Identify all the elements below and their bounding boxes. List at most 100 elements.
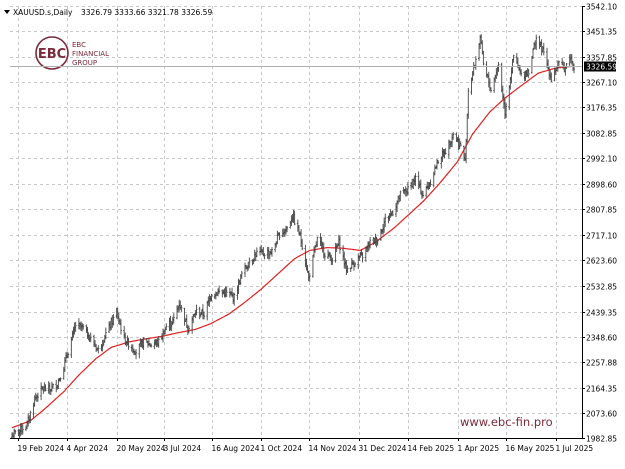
price-bar bbox=[444, 148, 447, 155]
price-bar bbox=[358, 255, 361, 261]
price-bar bbox=[203, 311, 206, 320]
price-bar bbox=[384, 213, 387, 228]
price-bar bbox=[414, 173, 417, 187]
price-bar bbox=[346, 265, 349, 274]
price-bar bbox=[301, 238, 304, 251]
price-bar bbox=[127, 337, 130, 350]
price-tick-label: 1982.85 bbox=[586, 435, 617, 444]
price-bar bbox=[36, 392, 39, 402]
price-tick-label: 3082.85 bbox=[586, 130, 617, 139]
price-bar bbox=[187, 325, 190, 334]
price-bar bbox=[240, 270, 243, 279]
price-bar bbox=[512, 54, 515, 63]
price-axis-border bbox=[582, 6, 583, 438]
price-bar bbox=[331, 257, 334, 265]
price-bar bbox=[433, 164, 436, 176]
price-bar bbox=[437, 160, 440, 165]
price-tick-label: 3357.85 bbox=[586, 54, 617, 63]
price-bar bbox=[293, 210, 296, 226]
price-bar bbox=[270, 247, 273, 257]
price-tick-label: 3451.35 bbox=[586, 28, 617, 37]
current-price-label: 3326.59 bbox=[584, 61, 617, 72]
price-tick-label: 3176.35 bbox=[586, 104, 617, 113]
logo-text-line1: EBC bbox=[72, 41, 86, 49]
time-tick-label: 31 Dec 2024 bbox=[359, 444, 407, 453]
price-tick-label: 2898.60 bbox=[586, 181, 617, 190]
price-bar bbox=[459, 141, 462, 147]
price-bar bbox=[165, 323, 168, 331]
price-bar bbox=[82, 323, 85, 330]
time-tick-label: 14 Nov 2024 bbox=[309, 444, 357, 453]
price-bar bbox=[369, 236, 372, 249]
price-bar bbox=[150, 343, 153, 348]
price-tick-label: 2439.35 bbox=[586, 309, 617, 318]
price-tick-label: 2073.60 bbox=[586, 410, 617, 419]
price-axis[interactable]: 1982.85 2073.60 2164.35 2257.88 2348.60 2439.… bbox=[582, 3, 617, 444]
price-bar bbox=[542, 42, 545, 56]
price-bar bbox=[40, 382, 43, 401]
price-bar bbox=[67, 352, 70, 359]
price-bar bbox=[361, 252, 364, 263]
price-bar bbox=[406, 182, 409, 196]
price-bar bbox=[335, 243, 338, 253]
price-bar bbox=[263, 253, 266, 260]
logo-monogram: EBC bbox=[38, 47, 66, 62]
price-bar bbox=[354, 262, 357, 268]
current-price-label-bg bbox=[584, 61, 616, 72]
current-price-label-text: 3326.59 bbox=[586, 63, 617, 72]
price-bar bbox=[550, 72, 553, 83]
price-tick-label: 2807.85 bbox=[586, 206, 617, 215]
price-bar bbox=[535, 34, 538, 51]
price-bar bbox=[482, 50, 485, 66]
price-bar bbox=[104, 327, 107, 340]
price-bar bbox=[399, 190, 402, 202]
moving-average-series bbox=[11, 65, 575, 429]
price-bar bbox=[233, 292, 236, 306]
price-bar bbox=[429, 179, 432, 187]
price-tick-label: 2992.10 bbox=[586, 155, 617, 164]
price-bar bbox=[308, 272, 311, 282]
ohlc-values: 3326.79 3333.66 3321.78 3326.59 bbox=[81, 8, 212, 17]
price-tick-label: 2623.60 bbox=[586, 257, 617, 266]
time-axis-border bbox=[10, 438, 583, 439]
price-bar bbox=[520, 69, 523, 77]
price-bar bbox=[286, 225, 289, 233]
price-bar bbox=[489, 87, 492, 93]
price-bar bbox=[135, 349, 138, 360]
time-tick-label: 1 Jul 2025 bbox=[556, 444, 594, 453]
time-tick-label: 19 Feb 2024 bbox=[18, 444, 65, 453]
price-bar bbox=[278, 232, 281, 241]
collapse-triangle-icon[interactable] bbox=[4, 10, 10, 14]
price-bar bbox=[527, 68, 530, 79]
price-bar bbox=[119, 319, 122, 335]
price-bar bbox=[467, 87, 470, 119]
price-bar bbox=[74, 321, 77, 332]
logo-text-line3: GROUP bbox=[72, 59, 97, 67]
chart-header: XAUUSD.s,Daily 3326.79 3333.66 3321.78 3… bbox=[4, 8, 212, 17]
price-bar bbox=[243, 262, 246, 278]
price-bar bbox=[51, 383, 54, 389]
time-tick-label: 4 Apr 2024 bbox=[67, 444, 109, 453]
time-tick-label: 16 Aug 2024 bbox=[212, 444, 260, 453]
price-bar bbox=[180, 305, 183, 313]
price-bar bbox=[44, 384, 47, 392]
time-tick-label: 3 Jul 2024 bbox=[164, 444, 202, 453]
price-tick-label: 2717.10 bbox=[586, 232, 617, 241]
price-bar bbox=[255, 247, 258, 258]
price-bar bbox=[142, 337, 145, 350]
price-bar bbox=[172, 313, 175, 324]
grid bbox=[10, 6, 582, 439]
time-tick-label: 14 Feb 2025 bbox=[408, 444, 455, 453]
ebc-financial-group-logo: EBC EBC FINANCIAL GROUP bbox=[35, 36, 109, 70]
price-bar bbox=[218, 285, 221, 294]
price-bar bbox=[311, 254, 314, 278]
price-bar bbox=[376, 238, 379, 246]
time-tick-label: 20 May 2024 bbox=[117, 444, 166, 453]
price-bar bbox=[248, 257, 251, 269]
price-tick-label: 2164.35 bbox=[586, 385, 617, 394]
price-bar bbox=[391, 210, 394, 217]
price-bar bbox=[210, 293, 213, 302]
